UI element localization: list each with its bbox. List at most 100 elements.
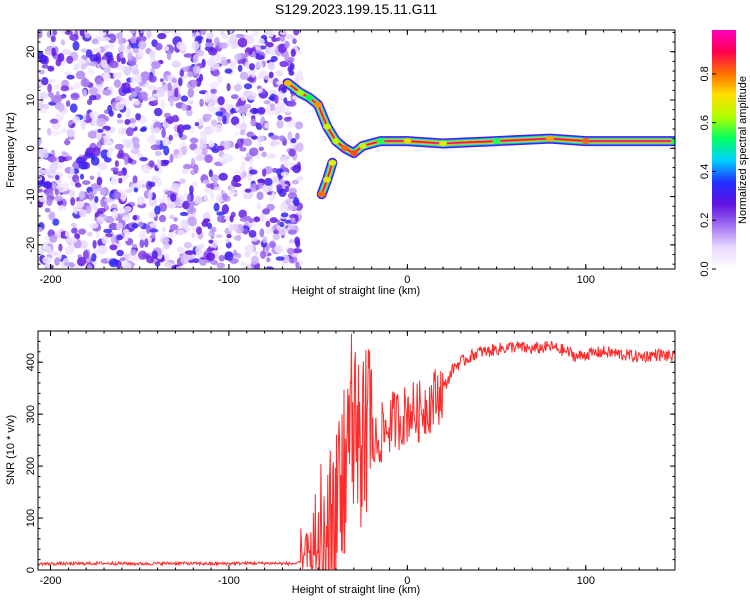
heatmap-noise-cell [183,163,192,170]
heatmap-noise-cell [107,33,117,44]
signal-peak-marker [314,101,323,108]
heatmap-noise-cell [204,154,213,164]
heatmap-noise-cell [98,30,107,37]
signal-peak-marker [581,138,590,145]
heatmap-noise-cell [115,101,125,111]
heatmap-noise-cell [169,224,179,231]
heatmap-noise-cell [114,96,123,102]
heatmap-noise-cell [283,159,289,168]
heatmap-noise-cell [130,147,140,155]
heatmap-noise-cell [292,38,297,45]
heatmap-noise-cell [47,245,52,256]
heatmap-noise-cell [258,146,264,152]
signal-peak-marker [317,191,326,198]
heatmap-noise-cell [237,37,248,48]
heatmap-noise-cell [268,61,275,70]
heatmap-noise-cell [60,127,68,133]
heatmap-noise-cell [293,197,300,207]
heatmap-noise-cell [203,187,213,194]
heatmap-noise-cell [135,74,142,84]
heatmap-noise-cell [46,198,53,206]
heatmap-noise-cell [295,132,300,140]
heatmap-noise-cell [42,256,53,264]
heatmap-noise-cell [246,34,255,45]
heatmap-noise-cell [163,45,170,52]
heatmap-noise-cell [136,35,147,43]
heatmap-noise-cell [276,184,283,190]
heatmap-noise-cell [162,122,170,129]
heatmap-noise-cell [236,138,244,148]
heatmap-noise-cell [171,77,177,83]
heatmap-noise-cell [117,113,122,119]
heatmap-noise-cell [182,124,192,130]
heatmap-noise-cell [206,32,214,40]
heatmap-noise-cell [138,40,147,50]
heatmap-noise-cell [163,112,171,118]
heatmap-noise-cell [254,61,264,69]
heatmap-noise-cell [161,128,166,138]
heatmap-noise-cell [44,207,51,213]
heatmap-noise-cell [260,250,266,259]
heatmap-noise-cell [229,215,234,223]
heatmap-noise-cell [288,70,295,76]
heatmap-noise-cell [132,175,138,184]
heatmap-noise-cell [38,188,44,193]
heatmap-noise-cell [48,211,56,221]
heatmap-noise-cell [193,148,203,155]
heatmap-noise-cell [268,195,274,202]
heatmap-noise-cell [104,156,112,163]
heatmap-noise-cell [73,82,81,90]
heatmap-noise-cell [154,205,161,215]
y-tick-label: 0 [25,145,37,151]
heatmap-noise-cell [233,170,243,175]
heatmap-noise-cell [281,86,287,94]
heatmap-noise-cell [116,64,126,71]
heatmap-noise-cell [295,261,300,269]
signal-peak-marker [283,80,292,87]
heatmap-noise-cell [288,148,296,157]
heatmap-noise-cell [147,96,157,102]
heatmap-noise-cell [214,37,220,46]
heatmap-noise-cell [124,119,131,125]
heatmap-noise-cell [106,150,113,158]
heatmap-noise-cell [274,244,284,254]
heatmap-noise-cell [38,227,43,233]
heatmap-noise-cell [163,262,174,268]
heatmap-noise-cell [116,170,124,177]
heatmap-noise-cell [162,137,169,147]
heatmap-noise-cell [221,204,229,215]
heatmap-noise-cell [174,87,179,98]
heatmap-noise-cell [195,49,205,57]
heatmap-noise-cell [100,59,108,69]
heatmap-noise-cell [119,52,124,59]
heatmap-noise-cell [249,158,254,166]
heatmap-noise-cell [183,169,189,175]
heatmap-noise-cell [153,127,161,134]
heatmap-noise-cell [175,266,186,269]
heatmap-noise-cell [262,208,271,215]
heatmap-noise-cell [162,193,168,202]
heatmap-noise-cell [262,168,267,177]
heatmap-noise-cell [240,161,247,167]
heatmap-noise-cell [232,175,241,183]
heatmap-noise-cell [173,217,178,222]
heatmap-noise-cell [209,124,215,130]
heatmap-noise-cell [204,179,210,184]
heatmap-noise-cell [169,153,174,163]
heatmap-noise-cell [296,176,304,182]
heatmap-noise-cell [125,108,132,118]
heatmap-noise-cell [49,234,58,243]
heatmap-noise-cell [148,181,156,188]
heatmap-noise-cell [64,230,70,238]
heatmap-noise-cell [222,115,227,125]
heatmap-noise-cell [192,65,201,74]
heatmap-noise-cell [103,228,113,234]
heatmap-noise-cell [203,218,211,223]
signal-peak-marker [439,140,448,147]
heatmap-noise-cell [256,135,265,143]
heatmap-noise-cell [54,188,60,196]
heatmap-noise-cell [38,193,47,203]
heatmap-noise-cell [71,227,78,234]
heatmap-noise-cell [256,202,262,210]
heatmap-noise-cell [112,191,122,200]
